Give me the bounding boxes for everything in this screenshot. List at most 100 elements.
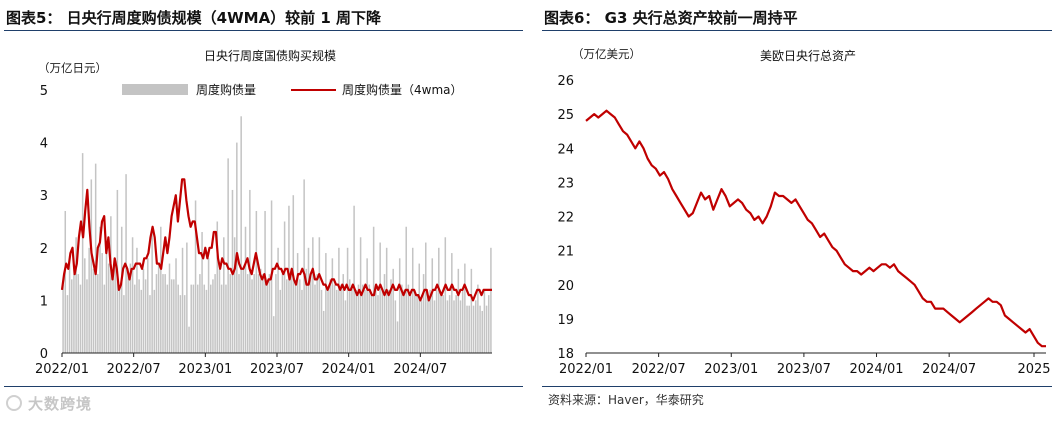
bar [303,179,305,353]
bar [233,237,236,353]
bar [477,284,479,353]
bar [431,258,434,353]
bar [199,274,201,353]
bar [451,253,453,353]
left-chart-title: 日央行周度国债购买规模 [204,48,336,63]
bar [364,289,366,353]
bar [438,247,440,353]
bar [262,274,264,353]
bar [68,258,71,353]
bar [353,205,355,353]
bar [474,300,477,353]
bar [114,258,116,353]
bar [279,289,282,353]
bar [268,274,271,353]
bar [92,268,95,353]
bar [173,279,175,353]
bar [168,263,171,353]
y-tick-label: 20 [557,279,574,294]
bar [162,274,164,353]
bar [483,289,486,353]
bar [216,221,219,353]
bar [138,279,140,353]
bar [277,247,279,353]
bar [372,226,375,353]
bar [346,247,349,353]
bar [453,300,455,353]
bar [427,295,429,353]
bar [307,247,310,353]
left-legend: 周度购债量 周度购债量（4wma） [122,82,463,97]
left-source-rule [4,386,523,387]
bar [435,289,438,353]
x-tick-label: 2024/01 [850,362,904,377]
bar [142,268,145,353]
bar [101,253,103,353]
left-unit-label: （万亿日元） [38,61,107,75]
bar [164,274,166,353]
bar [207,258,210,353]
bar [344,300,347,353]
bar [62,284,64,353]
bar [103,284,106,353]
bar [66,295,69,353]
bar [196,284,199,353]
right-chart: 美欧日央行总资产 （万亿美元） 18 19 20 21 22 23 24 25 26 2022/0… [557,47,1050,377]
bar [422,274,425,353]
x-tick-label: 2024/01 [322,362,376,377]
bar [375,289,377,353]
bar [160,226,162,353]
bar [131,237,134,353]
bar [192,284,195,353]
bar [77,274,80,353]
bar [335,289,338,353]
right-source-rule [542,386,1052,387]
bar [383,274,386,353]
bar [236,142,238,353]
x-tick-label: 2023/01 [178,362,232,377]
right-chart-title: 美欧日央行总资产 [760,49,856,63]
bar [94,163,97,353]
bar [459,300,462,353]
bar [329,279,331,353]
bar [275,274,277,353]
x-tick-label: 2025 [1017,362,1050,377]
y-tick-label: 2 [40,242,48,257]
bar [281,274,284,353]
bar [444,237,447,353]
bar [457,268,460,353]
bar [305,268,308,353]
y-tick-label: 5 [40,84,48,99]
right-title-rule [542,30,1052,31]
y-tick-label: 18 [557,347,574,362]
bar [314,284,316,353]
bar [362,284,364,353]
bar [446,300,449,353]
bar [299,279,301,353]
bar [301,289,303,353]
bar [212,279,214,353]
bar [472,305,475,353]
watermark-logo-icon [6,395,22,411]
bar [414,289,416,353]
bar [342,274,344,353]
bar [166,284,169,353]
legend-label-line: 周度购债量（4wma） [342,82,463,97]
bar [312,237,314,353]
bar [468,305,470,353]
bar [296,253,299,353]
line-series-total-assets [585,109,1046,348]
bar [409,295,412,353]
bar [227,158,229,353]
y-tick-label: 3 [40,189,48,204]
x-tick-label: 2022/07 [632,362,686,377]
bar [322,310,325,353]
bar [377,295,379,353]
y-tick-label: 21 [557,245,574,260]
right-figure-panel: 图表6： G3 央行总资产较前一周持平 美欧日央行总资产 （万亿美元） 18 19… [538,0,1058,421]
bar [464,263,466,353]
bar [251,279,253,353]
bar [466,305,468,353]
bar [411,247,414,353]
bar [79,284,82,353]
